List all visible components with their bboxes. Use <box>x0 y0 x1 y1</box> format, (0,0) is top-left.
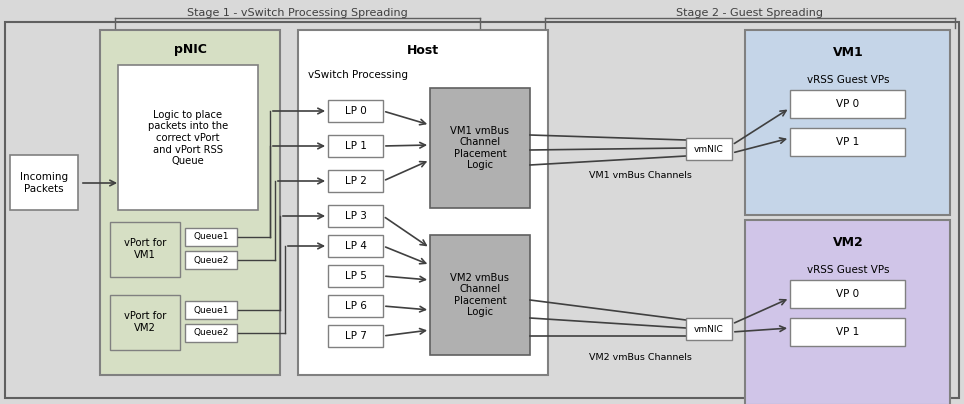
FancyBboxPatch shape <box>790 318 905 346</box>
Text: LP 7: LP 7 <box>344 331 366 341</box>
FancyBboxPatch shape <box>110 295 180 350</box>
Text: VP 0: VP 0 <box>837 99 860 109</box>
Text: VM1 vmBus
Channel
Placement
Logic: VM1 vmBus Channel Placement Logic <box>450 126 510 170</box>
Text: VM1: VM1 <box>833 46 864 59</box>
Text: Queue1: Queue1 <box>193 305 228 314</box>
FancyBboxPatch shape <box>328 135 383 157</box>
Text: Stage 1 - vSwitch Processing Spreading: Stage 1 - vSwitch Processing Spreading <box>187 8 408 18</box>
FancyBboxPatch shape <box>328 325 383 347</box>
FancyBboxPatch shape <box>430 235 530 355</box>
Text: LP 5: LP 5 <box>344 271 366 281</box>
Text: LP 4: LP 4 <box>344 241 366 251</box>
FancyBboxPatch shape <box>790 280 905 308</box>
FancyBboxPatch shape <box>185 228 237 246</box>
Text: VM1 vmBus Channels: VM1 vmBus Channels <box>589 170 691 179</box>
Text: LP 0: LP 0 <box>344 106 366 116</box>
FancyBboxPatch shape <box>790 128 905 156</box>
Text: Incoming
Packets: Incoming Packets <box>20 172 68 194</box>
FancyBboxPatch shape <box>328 235 383 257</box>
Text: vSwitch Processing: vSwitch Processing <box>308 70 408 80</box>
FancyBboxPatch shape <box>430 88 530 208</box>
Text: vPort for
VM1: vPort for VM1 <box>123 238 166 260</box>
Text: Host: Host <box>407 44 439 57</box>
FancyBboxPatch shape <box>185 324 237 342</box>
FancyBboxPatch shape <box>328 170 383 192</box>
Text: Queue1: Queue1 <box>193 232 228 242</box>
Text: VP 1: VP 1 <box>837 327 860 337</box>
FancyBboxPatch shape <box>328 295 383 317</box>
Text: vRSS Guest VPs: vRSS Guest VPs <box>807 75 889 85</box>
Text: vmNIC: vmNIC <box>694 324 724 333</box>
FancyBboxPatch shape <box>118 65 258 210</box>
FancyBboxPatch shape <box>328 100 383 122</box>
FancyBboxPatch shape <box>10 155 78 210</box>
Text: Stage 2 - Guest Spreading: Stage 2 - Guest Spreading <box>677 8 823 18</box>
FancyBboxPatch shape <box>328 205 383 227</box>
Text: vPort for
VM2: vPort for VM2 <box>123 311 166 333</box>
Text: Queue2: Queue2 <box>194 328 228 337</box>
Text: LP 3: LP 3 <box>344 211 366 221</box>
FancyBboxPatch shape <box>686 318 732 340</box>
FancyBboxPatch shape <box>100 30 280 375</box>
Text: vmNIC: vmNIC <box>694 145 724 154</box>
Text: VM2: VM2 <box>833 236 864 248</box>
FancyBboxPatch shape <box>298 30 548 375</box>
Text: VM2 vmBus Channels: VM2 vmBus Channels <box>589 354 691 362</box>
Text: VP 1: VP 1 <box>837 137 860 147</box>
FancyBboxPatch shape <box>328 265 383 287</box>
Text: Logic to place
packets into the
correct vPort
and vPort RSS
Queue: Logic to place packets into the correct … <box>147 110 228 166</box>
Text: LP 2: LP 2 <box>344 176 366 186</box>
FancyBboxPatch shape <box>790 90 905 118</box>
Text: LP 6: LP 6 <box>344 301 366 311</box>
FancyBboxPatch shape <box>745 220 950 404</box>
FancyBboxPatch shape <box>110 222 180 277</box>
FancyBboxPatch shape <box>185 251 237 269</box>
Text: pNIC: pNIC <box>174 44 206 57</box>
FancyBboxPatch shape <box>745 30 950 215</box>
Text: VM2 vmBus
Channel
Placement
Logic: VM2 vmBus Channel Placement Logic <box>450 273 510 318</box>
FancyBboxPatch shape <box>686 138 732 160</box>
Text: vRSS Guest VPs: vRSS Guest VPs <box>807 265 889 275</box>
Text: LP 1: LP 1 <box>344 141 366 151</box>
FancyBboxPatch shape <box>185 301 237 319</box>
Text: Queue2: Queue2 <box>194 255 228 265</box>
Text: VP 0: VP 0 <box>837 289 860 299</box>
